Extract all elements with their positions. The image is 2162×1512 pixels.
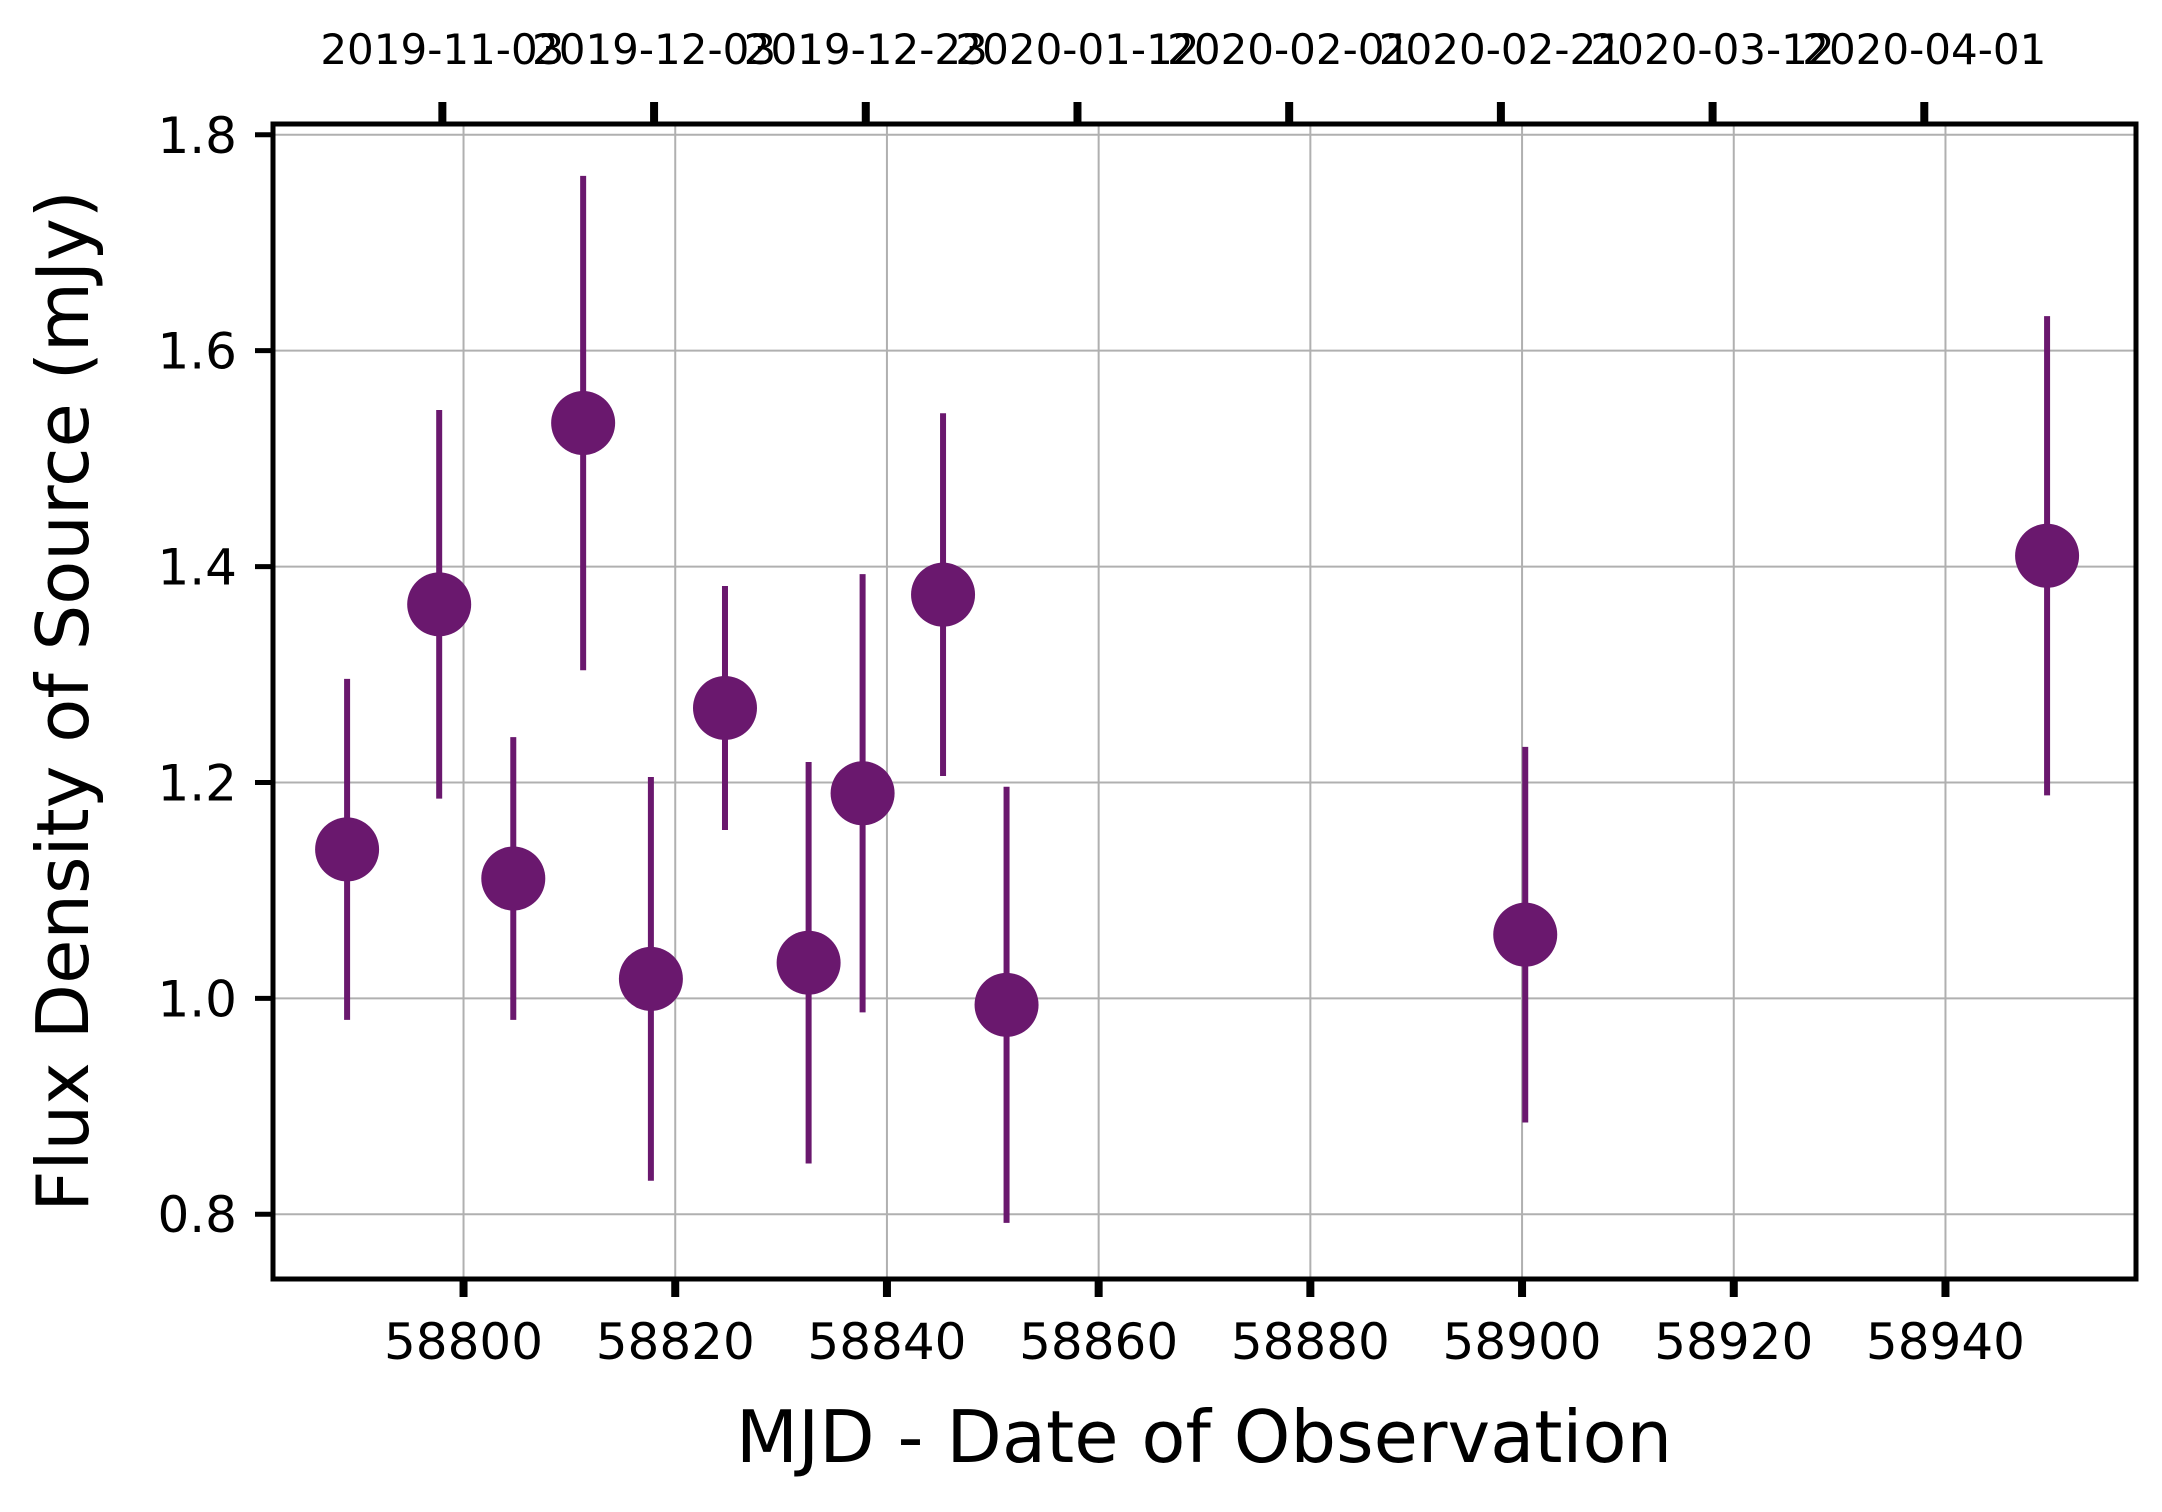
y-axis-label: Flux Density of Source (mJy)	[21, 190, 105, 1212]
grid-lines	[273, 124, 2136, 1279]
x-axis-ticks: 58800 58820 58840 58860 58880 58900 58920 58940	[384, 1279, 2025, 1371]
y-tick-label: 0.8	[157, 1186, 237, 1244]
y-tick-label: 1.6	[157, 323, 237, 381]
x-tick-label: 58860	[1019, 1313, 1178, 1371]
x-tick-label: 58900	[1443, 1313, 1602, 1371]
data-point	[481, 846, 546, 911]
data-point	[407, 572, 472, 637]
data-point	[911, 562, 976, 627]
data-points	[315, 391, 2080, 1037]
y-tick-label: 1.2	[157, 754, 237, 812]
x-tick-label: 58880	[1231, 1313, 1390, 1371]
top-tick-label: 2020-02-21	[1379, 25, 1623, 74]
top-tick-label: 2019-12-03	[532, 25, 776, 74]
x-tick-label: 58840	[807, 1313, 966, 1371]
data-point	[1493, 902, 1558, 967]
top-tick-label: 2019-12-23	[744, 25, 988, 74]
y-axis-ticks: 0.8 1.0 1.2 1.4 1.6 1.8	[157, 107, 273, 1244]
x-tick-label: 58920	[1654, 1313, 1813, 1371]
x-tick-label: 58940	[1866, 1313, 2025, 1371]
plot-frame	[270, 121, 2139, 1282]
data-point	[830, 761, 895, 826]
data-point	[315, 817, 380, 882]
top-tick-label: 2020-02-01	[1167, 25, 1411, 74]
x-tick-label: 58800	[384, 1313, 543, 1371]
top-tick-label: 2020-04-01	[1802, 25, 2046, 74]
data-point	[776, 930, 841, 995]
data-point	[551, 391, 616, 456]
top-tick-label: 2019-11-03	[320, 25, 564, 74]
data-point	[692, 675, 757, 740]
data-point	[2015, 523, 2080, 588]
top-axis-ticks: 2019-11-032019-12-032019-12-232020-01-12…	[320, 25, 2046, 124]
data-point	[974, 972, 1039, 1037]
top-tick-label: 2020-01-12	[955, 25, 1199, 74]
y-tick-label: 1.8	[157, 107, 237, 165]
x-axis-label: MJD - Date of Observation	[736, 1395, 1672, 1479]
x-tick-label: 58820	[596, 1313, 755, 1371]
error-bars	[344, 175, 2051, 1223]
y-tick-label: 1.4	[157, 539, 237, 597]
y-tick-label: 1.0	[157, 970, 237, 1028]
data-point	[618, 946, 683, 1011]
top-tick-label: 2020-03-12	[1591, 25, 1835, 74]
